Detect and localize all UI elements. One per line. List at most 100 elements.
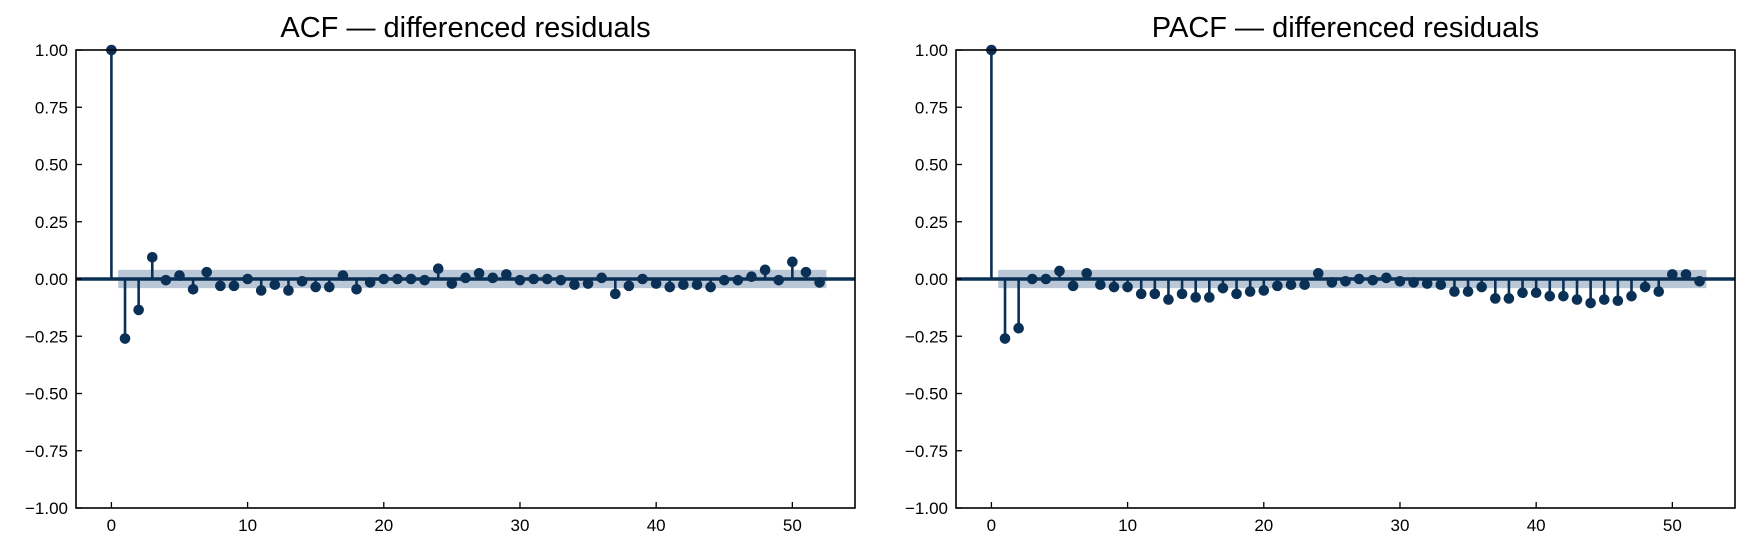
pacf-marker-lag-26 [1340, 275, 1351, 287]
pacf-marker-lag-52 [1694, 275, 1705, 287]
pacf-marker-lag-46 [1612, 295, 1624, 307]
pacf-marker-lag-6 [1067, 280, 1079, 292]
pacf-xtick-label: 10 [1118, 516, 1137, 535]
acf-marker-lag-27 [473, 267, 485, 279]
pacf-marker-lag-32 [1421, 278, 1433, 289]
pacf-marker-lag-10 [1122, 281, 1133, 293]
acf-marker-lag-25 [446, 278, 458, 289]
pacf-marker-lag-34 [1449, 286, 1460, 297]
acf-marker-lag-26 [460, 272, 471, 284]
acf-marker-lag-19 [364, 277, 376, 288]
pacf-marker-lag-27 [1353, 273, 1365, 285]
acf-marker-lag-41 [664, 281, 676, 293]
acf-xtick-label: 50 [783, 516, 802, 535]
pacf-marker-lag-16 [1204, 292, 1215, 303]
acf-marker-lag-51 [800, 266, 812, 278]
acf-marker-lag-33 [555, 274, 567, 286]
pacf-marker-lag-5 [1054, 265, 1065, 277]
acf-marker-lag-48 [759, 264, 771, 276]
pacf-marker-lag-48 [1639, 281, 1651, 293]
pacf-title: PACF — differenced residuals [1152, 12, 1539, 44]
pacf-marker-lag-49 [1653, 286, 1665, 297]
pacf-marker-lag-24 [1312, 267, 1324, 279]
acf-marker-lag-42 [678, 279, 689, 291]
pacf-marker-lag-14 [1176, 288, 1188, 300]
acf-marker-lag-5 [174, 270, 185, 281]
pacf-marker-lag-38 [1503, 293, 1515, 304]
acf-marker-lag-43 [691, 279, 703, 291]
pacf-marker-lag-12 [1149, 288, 1161, 300]
acf-marker-lag-7 [201, 266, 213, 278]
acf-marker-lag-49 [773, 274, 785, 286]
pacf-ytick-label: 1.00 [915, 41, 948, 60]
acf-marker-lag-47 [746, 271, 757, 283]
pacf-marker-lag-40 [1530, 287, 1542, 299]
acf-marker-lag-18 [351, 284, 362, 295]
acf-marker-lag-4 [160, 274, 172, 286]
pacf-marker-lag-42 [1558, 290, 1569, 302]
pacf-ytick-label: −0.50 [905, 385, 948, 404]
acf-ytick-label: 0.25 [35, 213, 68, 232]
acf-panel: ACF — differenced residuals −1.00 −0.75 −0.… [25, 12, 856, 535]
acf-marker-lag-39 [637, 273, 648, 285]
pacf-marker-lag-22 [1285, 279, 1297, 291]
acf-ytick-label: 1.00 [35, 41, 68, 60]
pacf-marker-lag-20 [1258, 285, 1270, 296]
acf-ytick-label: −0.25 [25, 327, 68, 346]
pacf-marker-lag-39 [1517, 287, 1528, 299]
acf-ytick-label: 0.50 [35, 156, 68, 175]
acf-marker-lag-35 [582, 278, 594, 289]
pacf-ytick-label: −0.75 [905, 442, 948, 461]
acf-marker-lag-13 [283, 285, 294, 296]
acf-xtick-label: 40 [647, 516, 666, 535]
acf-marker-lag-12 [269, 279, 281, 291]
pacf-marker-lag-11 [1135, 288, 1147, 300]
acf-marker-lag-45 [718, 274, 730, 286]
pacf-marker-lag-47 [1626, 290, 1637, 302]
pacf-marker-lag-37 [1490, 293, 1501, 304]
acf-marker-lag-36 [596, 272, 607, 284]
pacf-ytick-label: 0.00 [915, 270, 948, 289]
pacf-marker-lag-13 [1163, 294, 1174, 305]
acf-xtick-label: 30 [511, 516, 530, 535]
pacf-marker-lag-44 [1585, 297, 1596, 309]
acf-marker-lag-15 [310, 281, 321, 293]
pacf-ytick-label: 0.50 [915, 156, 948, 175]
acf-marker-lag-44 [705, 281, 716, 293]
acf-marker-lag-17 [337, 270, 349, 281]
acf-marker-lag-16 [324, 281, 335, 293]
pacf-marker-lag-33 [1435, 279, 1447, 291]
acf-xtick-label: 20 [374, 516, 393, 535]
pacf-marker-lag-43 [1571, 294, 1583, 305]
pacf-xtick-label: 50 [1663, 516, 1682, 535]
acf-marker-lag-40 [650, 278, 662, 289]
acf-marker-lag-31 [528, 273, 539, 285]
pacf-marker-lag-36 [1476, 281, 1487, 293]
acf-marker-lag-23 [419, 274, 430, 286]
pacf-marker-lag-4 [1040, 273, 1052, 285]
acf-marker-lag-28 [487, 272, 499, 284]
acf-marker-lag-11 [255, 285, 267, 296]
acf-ytick-label: 0.75 [35, 98, 68, 117]
acf-ytick-label: −0.75 [25, 442, 68, 461]
pacf-marker-lag-15 [1190, 292, 1201, 303]
acf-title: ACF — differenced residuals [280, 12, 650, 44]
acf-marker-lag-10 [242, 273, 253, 285]
pacf-marker-lag-9 [1108, 281, 1120, 293]
pacf-panel: PACF — differenced residuals −1.00 −0.75 −0… [905, 12, 1736, 535]
pacf-xtick-label: 20 [1254, 516, 1273, 535]
pacf-marker-lag-29 [1381, 272, 1392, 284]
acf-marker-lag-32 [541, 273, 553, 285]
acf-ytick-label: 0.00 [35, 270, 68, 289]
pacf-marker-lag-21 [1272, 280, 1283, 292]
pacf-marker-lag-1 [999, 333, 1011, 344]
acf-xtick-label: 10 [238, 516, 257, 535]
pacf-ytick-label: 0.25 [915, 213, 948, 232]
acf-marker-lag-1 [119, 333, 131, 344]
acf-marker-lag-34 [569, 279, 580, 291]
acf-marker-lag-24 [432, 263, 444, 274]
acf-marker-lag-46 [732, 274, 744, 286]
acf-marker-lag-21 [392, 273, 403, 285]
pacf-marker-lag-19 [1244, 286, 1256, 297]
